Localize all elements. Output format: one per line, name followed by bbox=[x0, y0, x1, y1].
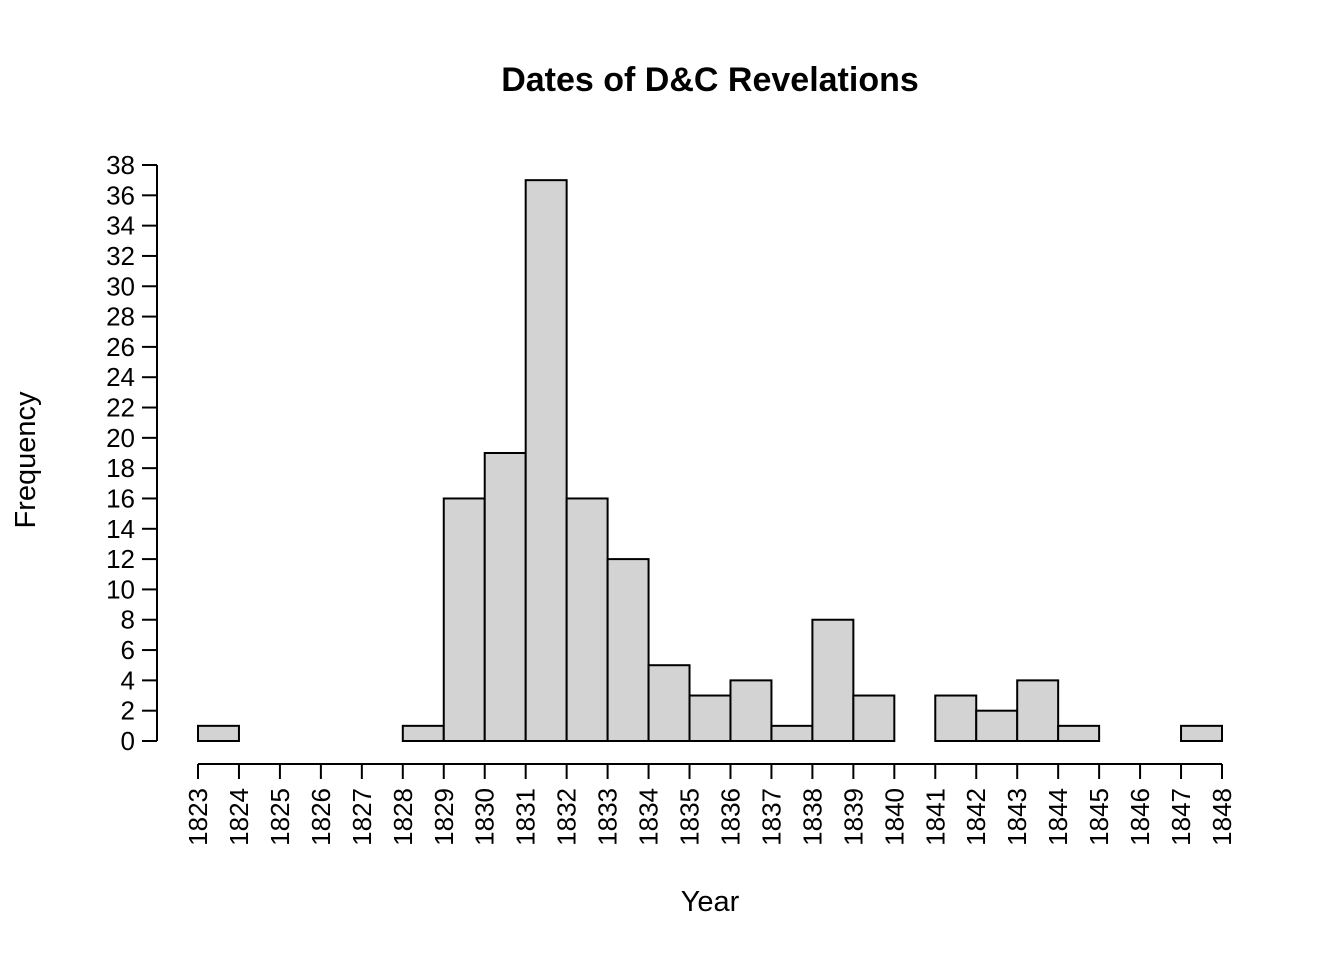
histogram-bar bbox=[811, 618, 855, 742]
x-tick-label: 1823 bbox=[183, 788, 213, 846]
x-tick-label: 1825 bbox=[265, 788, 295, 846]
x-tick-label: 1845 bbox=[1084, 788, 1114, 846]
y-tick-label: 22 bbox=[106, 393, 135, 423]
y-tick-label: 10 bbox=[106, 574, 135, 604]
x-tick-label: 1841 bbox=[920, 788, 950, 846]
histogram-bar bbox=[442, 497, 486, 743]
x-tick-label: 1835 bbox=[675, 788, 705, 846]
y-tick-label: 24 bbox=[106, 362, 135, 392]
x-tick-label: 1837 bbox=[756, 788, 786, 846]
y-tick-label: 2 bbox=[121, 696, 135, 726]
histogram-bar bbox=[975, 709, 1019, 742]
histogram-bar bbox=[852, 694, 896, 742]
histogram-bar bbox=[606, 558, 650, 743]
x-tick-label: 1842 bbox=[961, 788, 991, 846]
y-tick-label: 20 bbox=[106, 423, 135, 453]
x-tick-label: 1834 bbox=[634, 788, 664, 846]
histogram-bar bbox=[1180, 724, 1224, 742]
y-tick-label: 26 bbox=[106, 332, 135, 362]
y-tick-label: 16 bbox=[106, 483, 135, 513]
x-tick-label: 1824 bbox=[224, 788, 254, 846]
x-tick-label: 1839 bbox=[838, 788, 868, 846]
x-tick-label: 1832 bbox=[552, 788, 582, 846]
bars-group bbox=[197, 179, 1224, 743]
x-tick-label: 1829 bbox=[429, 788, 459, 846]
x-tick-label: 1844 bbox=[1043, 788, 1073, 846]
histogram-bar bbox=[524, 179, 568, 742]
histogram-bar bbox=[401, 724, 445, 742]
histogram-bar bbox=[197, 724, 240, 742]
x-tick-label: 1846 bbox=[1125, 788, 1155, 846]
histogram-bar bbox=[483, 452, 527, 742]
x-axis-label: Year bbox=[681, 886, 740, 918]
x-tick-label: 1831 bbox=[511, 788, 541, 846]
x-tick-label: 1827 bbox=[347, 788, 377, 846]
x-tick-label: 1830 bbox=[470, 788, 500, 846]
x-tick-label: 1848 bbox=[1207, 788, 1237, 846]
x-tick-label: 1843 bbox=[1002, 788, 1032, 846]
x-tick-label: 1838 bbox=[797, 788, 827, 846]
y-tick-label: 28 bbox=[106, 302, 135, 332]
histogram-bar bbox=[729, 679, 773, 742]
chart-title: Dates of D&C Revelations bbox=[501, 61, 919, 99]
histogram-bar bbox=[565, 497, 609, 743]
y-tick-label: 4 bbox=[121, 665, 135, 695]
y-tick-label: 34 bbox=[106, 211, 135, 241]
histogram-bar bbox=[1057, 724, 1101, 742]
x-tick-label: 1847 bbox=[1166, 788, 1196, 846]
x-tick-label: 1836 bbox=[715, 788, 745, 846]
x-tick-label: 1833 bbox=[593, 788, 623, 846]
y-tick-label: 18 bbox=[106, 453, 135, 483]
histogram-bar bbox=[934, 694, 978, 742]
y-tick-label: 6 bbox=[121, 635, 135, 665]
y-tick-label: 36 bbox=[106, 180, 135, 210]
histogram-bar bbox=[1016, 679, 1060, 742]
y-axis-label: Frequency bbox=[10, 391, 42, 529]
x-axis: 1823 1824 1825 1826 1827 1828 1829 1830 1831 1832… bbox=[183, 763, 1237, 846]
x-tick-label: 1840 bbox=[879, 788, 909, 846]
y-tick-label: 32 bbox=[106, 241, 135, 271]
y-tick-label: 30 bbox=[106, 271, 135, 301]
y-tick-label: 8 bbox=[121, 605, 135, 635]
y-tick-label: 14 bbox=[106, 514, 135, 544]
y-tick-label: 12 bbox=[106, 544, 135, 574]
x-tick-label: 1828 bbox=[388, 788, 418, 846]
histogram-bar bbox=[647, 664, 691, 742]
histogram-bar bbox=[688, 694, 732, 742]
x-tick-label: 1826 bbox=[306, 788, 336, 846]
y-tick-label: 38 bbox=[106, 150, 135, 180]
y-tick-label: 0 bbox=[121, 726, 135, 756]
histogram-bar bbox=[770, 724, 814, 742]
